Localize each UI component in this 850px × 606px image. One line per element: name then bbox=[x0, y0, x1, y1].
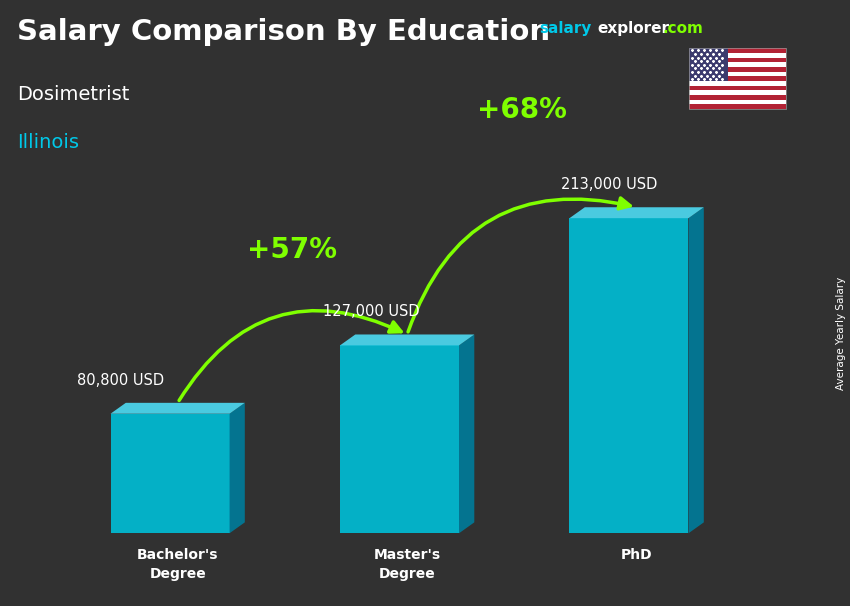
Bar bbox=[688, 62, 786, 67]
Bar bbox=[688, 95, 786, 100]
Text: salary: salary bbox=[540, 21, 592, 36]
Bar bbox=[688, 81, 786, 86]
Bar bbox=[688, 67, 786, 72]
Bar bbox=[688, 100, 786, 104]
Bar bbox=[688, 58, 786, 62]
Text: Salary Comparison By Education: Salary Comparison By Education bbox=[17, 18, 550, 46]
Polygon shape bbox=[230, 403, 245, 533]
Bar bbox=[570, 218, 688, 533]
Text: 213,000 USD: 213,000 USD bbox=[561, 177, 657, 192]
Polygon shape bbox=[340, 335, 474, 345]
Polygon shape bbox=[459, 335, 474, 533]
Text: Master's
Degree: Master's Degree bbox=[374, 548, 440, 581]
Bar bbox=[688, 104, 786, 109]
Bar bbox=[340, 345, 459, 533]
Bar bbox=[688, 53, 786, 58]
Text: PhD: PhD bbox=[620, 548, 653, 562]
Text: 127,000 USD: 127,000 USD bbox=[323, 304, 420, 319]
Bar bbox=[688, 48, 728, 81]
Bar bbox=[688, 76, 786, 81]
Polygon shape bbox=[110, 403, 245, 414]
Bar bbox=[688, 72, 786, 76]
Bar bbox=[688, 48, 786, 53]
Text: .com: .com bbox=[663, 21, 704, 36]
Polygon shape bbox=[570, 207, 704, 218]
Bar bbox=[688, 48, 786, 109]
Text: Average Yearly Salary: Average Yearly Salary bbox=[836, 277, 847, 390]
Bar bbox=[688, 90, 786, 95]
Text: Illinois: Illinois bbox=[17, 133, 79, 152]
Text: +68%: +68% bbox=[477, 96, 567, 124]
Text: +57%: +57% bbox=[247, 236, 337, 264]
Text: explorer: explorer bbox=[598, 21, 670, 36]
Text: 80,800 USD: 80,800 USD bbox=[76, 373, 163, 388]
Polygon shape bbox=[688, 207, 704, 533]
Text: Bachelor's
Degree: Bachelor's Degree bbox=[137, 548, 218, 581]
Text: Dosimetrist: Dosimetrist bbox=[17, 85, 129, 104]
Bar bbox=[688, 86, 786, 90]
Bar bbox=[110, 414, 230, 533]
